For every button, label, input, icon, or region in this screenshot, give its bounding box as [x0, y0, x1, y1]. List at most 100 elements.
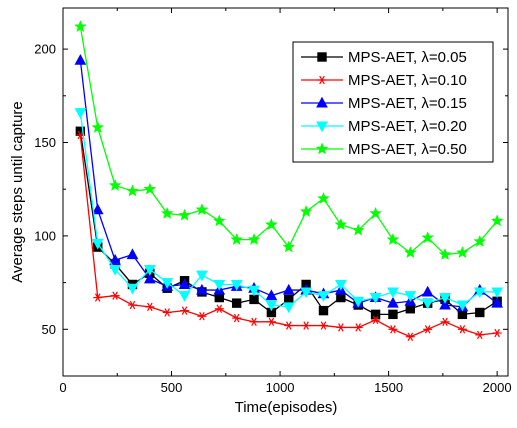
data-point-star: [315, 142, 329, 155]
asterisk-stroke: [216, 304, 223, 313]
data-point-triangle-down: [248, 285, 260, 297]
data-point-triangle-down: [282, 302, 295, 314]
asterisk-stroke: [94, 293, 101, 302]
data-point-asterisk: [197, 312, 207, 321]
data-point-triangle: [421, 285, 434, 297]
data-point-triangle-down: [196, 270, 208, 282]
data-point-asterisk: [318, 321, 328, 330]
data-point-star: [108, 178, 122, 191]
data-point-triangle-down: [178, 291, 191, 302]
data-point-triangle: [282, 283, 295, 295]
data-point-star: [143, 182, 157, 195]
data-point-asterisk: [457, 325, 467, 334]
axis-ticks: 0 500 1000 1500 2000 50 100 150 200: [34, 8, 512, 395]
data-point-triangle-down: [300, 287, 312, 299]
asterisk-stroke: [199, 312, 205, 321]
data-point-triangle-down: [230, 279, 243, 291]
data-point-triangle: [491, 296, 503, 308]
data-point-square: [457, 309, 468, 320]
data-point-star: [369, 206, 382, 219]
data-point-asterisk: [249, 317, 259, 327]
y-tick-label: 200: [34, 42, 56, 57]
data-point-triangle: [178, 278, 191, 289]
data-point-star: [351, 223, 365, 236]
data-point-star: [421, 231, 435, 244]
data-point-triangle: [387, 296, 399, 308]
data-point-square: [475, 307, 485, 318]
data-point-triangle-down: [109, 265, 121, 276]
data-point-triangle-down: [404, 291, 417, 302]
asterisk-stroke: [390, 325, 396, 334]
data-point-asterisk: [145, 302, 155, 312]
data-point-star: [160, 206, 174, 219]
data-point-square: [249, 294, 259, 305]
data-point-triangle: [91, 203, 104, 215]
asterisk-stroke: [442, 317, 448, 327]
data-point-star: [386, 232, 400, 246]
data-point-square: [388, 309, 398, 320]
data-point-star: [212, 214, 226, 227]
data-point-star: [91, 120, 105, 133]
x-tick-label: 1000: [266, 380, 295, 395]
data-point-asterisk: [371, 315, 381, 325]
x-tick-label: 500: [161, 380, 183, 395]
data-point-star: [247, 232, 261, 246]
data-point-asterisk: [388, 325, 398, 334]
asterisk-stroke: [459, 325, 466, 334]
data-point-asterisk: [423, 325, 433, 334]
asterisk-stroke: [372, 315, 379, 325]
data-point-square: [405, 304, 416, 314]
asterisk-stroke: [268, 317, 275, 327]
asterisk-stroke: [147, 302, 153, 312]
data-point-triangle-down: [143, 265, 156, 276]
data-point-triangle-down: [317, 291, 330, 302]
data-point-triangle-down: [491, 287, 503, 299]
asterisk-stroke: [181, 306, 188, 315]
x-tick-label: 0: [59, 380, 66, 395]
asterisk-stroke: [129, 300, 136, 310]
data-point-triangle: [143, 272, 156, 284]
data-point-asterisk: [127, 300, 137, 310]
data-point-star: [195, 203, 209, 216]
data-point-star: [473, 234, 487, 247]
data-point-triangle: [439, 298, 451, 310]
series-group: [73, 19, 504, 261]
data-point-asterisk: [93, 293, 103, 302]
y-tick-label: 150: [34, 135, 56, 150]
data-point-triangle-down: [387, 287, 399, 299]
data-point-square: [318, 305, 329, 316]
data-point-square: [317, 52, 327, 62]
data-point-asterisk: [266, 317, 276, 327]
data-point-triangle-down: [335, 279, 347, 291]
x-axis-title: Time(episodes): [235, 399, 338, 416]
asterisk-stroke: [303, 321, 309, 330]
data-point-star: [490, 214, 504, 227]
data-point-asterisk: [110, 291, 120, 300]
data-point-star: [403, 245, 417, 259]
legend-label: MPS-AET, λ=0.05: [348, 49, 467, 66]
data-point-star: [438, 247, 452, 261]
data-point-triangle-down: [473, 287, 486, 299]
y-tick-label: 100: [34, 228, 56, 243]
data-point-triangle-down: [265, 300, 278, 312]
data-point-triangle-down: [352, 296, 365, 308]
data-point-asterisk: [232, 313, 242, 323]
data-point-triangle: [196, 283, 208, 295]
asterisk-stroke: [407, 332, 414, 341]
x-tick-label: 2000: [483, 380, 512, 395]
data-point-asterisk: [180, 306, 190, 315]
data-point-triangle-down: [161, 278, 174, 289]
data-point-star: [178, 208, 191, 221]
data-point-star: [126, 184, 139, 197]
data-point-asterisk: [440, 317, 450, 327]
asterisk-stroke: [164, 308, 170, 317]
legend-label: MPS-AET, λ=0.20: [348, 118, 467, 135]
series-layer: [73, 19, 504, 341]
asterisk-stroke: [338, 323, 344, 332]
legend-label: MPS-AET, λ=0.50: [348, 141, 467, 158]
data-point-star: [317, 191, 330, 204]
data-point-triangle: [316, 96, 328, 108]
legend-label: MPS-AET, λ=0.10: [348, 72, 467, 89]
